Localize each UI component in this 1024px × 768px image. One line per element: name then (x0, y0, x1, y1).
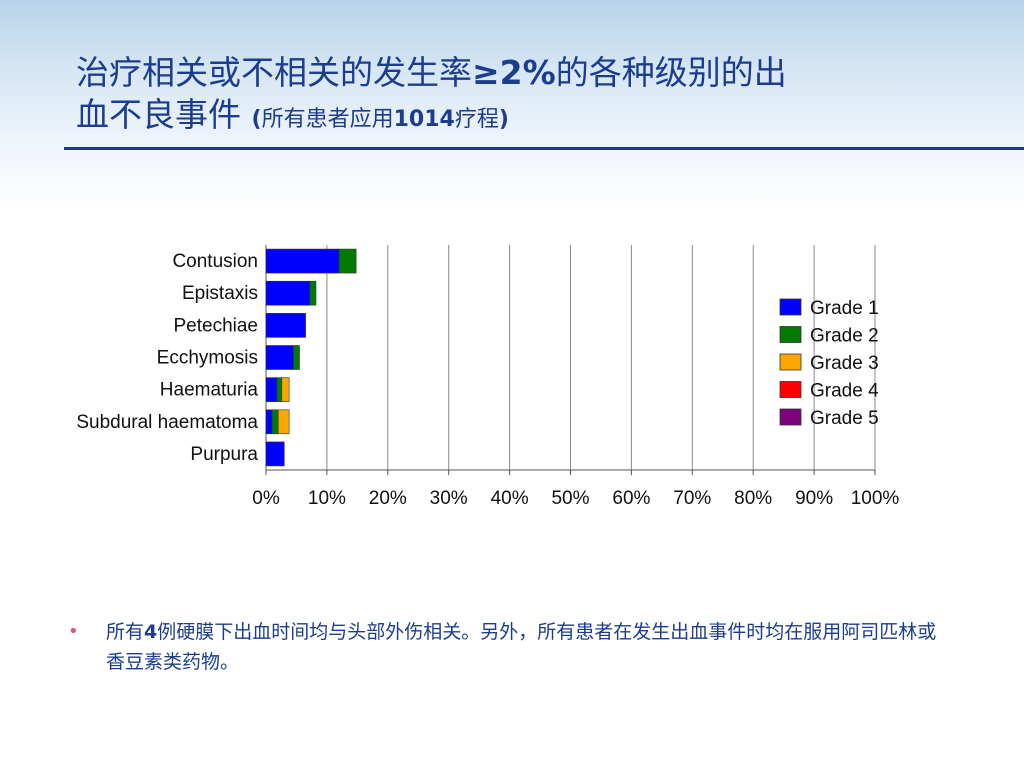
legend-label: Grade 4 (810, 381, 879, 402)
title-subtitle: (所有患者应用1014疗程) (252, 107, 509, 132)
legend-label: Grade 2 (810, 326, 879, 347)
bar-segment (338, 248, 357, 274)
legend-label: Grade 3 (810, 353, 879, 374)
bar-segment (271, 409, 279, 435)
title-text-1: 治疗相关或不相关的发生率 (76, 53, 472, 92)
bar-segment (265, 377, 278, 402)
slide-title: 治疗相关或不相关的发生率≥2%的各种级别的出 血不良事件 (所有患者应用1014… (76, 52, 976, 141)
subtitle-course-count: 1014 (393, 107, 455, 132)
bullet-text: 所有4例硬膜下出血时间均与头部外伤相关。另外，所有患者在发生出血事件时均在服用阿… (106, 617, 946, 677)
x-tick-label: 80% (734, 488, 772, 509)
legend-swatch (779, 408, 802, 426)
subtitle-close-paren: ) (498, 107, 509, 132)
x-tick-label: 50% (551, 488, 589, 509)
x-tick-label: 60% (612, 488, 650, 509)
bar-segment (281, 377, 290, 402)
subtitle-text-1: 所有患者应用 (261, 107, 394, 132)
legend-label: Grade 5 (810, 408, 879, 429)
title-percentage: ≥2% (472, 53, 556, 92)
legend-swatch (779, 326, 802, 343)
legend-label: Grade 1 (810, 298, 879, 319)
bar-segment (265, 409, 273, 435)
legend-swatch (779, 381, 802, 398)
x-tick-label: 40% (491, 488, 529, 509)
bullet-text-1: 所有 (106, 621, 145, 643)
bullet-case-count: 4 (144, 621, 158, 643)
bleeding-events-chart: 0% 10% 20% 30% 40% 50% 60% 70% 80% 90% 100% Contusi… (76, 245, 900, 509)
title-line-1: 治疗相关或不相关的发生率≥2%的各种级别的出 (76, 52, 976, 94)
category-label: Contusion (172, 251, 258, 272)
bar-segment (265, 313, 306, 338)
x-tick-label: 20% (369, 488, 407, 509)
bar-segment (265, 441, 285, 467)
bar-segment (309, 280, 317, 306)
title-text-2: 的各种级别的出 (555, 53, 787, 92)
bullet-icon: • (68, 621, 79, 642)
bar-segment (277, 409, 290, 435)
subtitle-open-paren: ( (251, 107, 262, 132)
legend-swatch (779, 353, 802, 371)
bar-segment (265, 345, 294, 370)
category-label: Petechiae (173, 315, 258, 336)
category-label: Purpura (190, 444, 258, 465)
category-label: Subdural haematoma (76, 412, 258, 433)
legend-swatch (779, 298, 802, 316)
x-tick-label: 0% (252, 488, 280, 509)
bullet-text-2: 例硬膜下出血时间均与头部外伤相关。另外，所有患者在发生出血事件时均在服用阿司匹林… (106, 621, 937, 673)
subtitle-text-2: 疗程 (454, 107, 499, 132)
x-tick-label: 10% (308, 488, 346, 509)
bar-segment (265, 248, 340, 274)
x-tick-label: 30% (430, 488, 468, 509)
bar-segment (265, 280, 311, 306)
x-tick-label: 100% (851, 488, 900, 509)
x-tick-label: 90% (795, 488, 833, 509)
category-label: Epistaxis (182, 283, 258, 304)
bar-segment (276, 377, 283, 402)
category-label: Ecchymosis (157, 348, 258, 369)
title-divider (64, 147, 1024, 150)
title-line-2: 血不良事件 (所有患者应用1014疗程) (76, 94, 976, 141)
x-tick-label: 70% (673, 488, 711, 509)
title-text-3: 血不良事件 (76, 95, 252, 134)
category-label: Haematuria (160, 380, 259, 401)
bar-segment (293, 345, 300, 370)
